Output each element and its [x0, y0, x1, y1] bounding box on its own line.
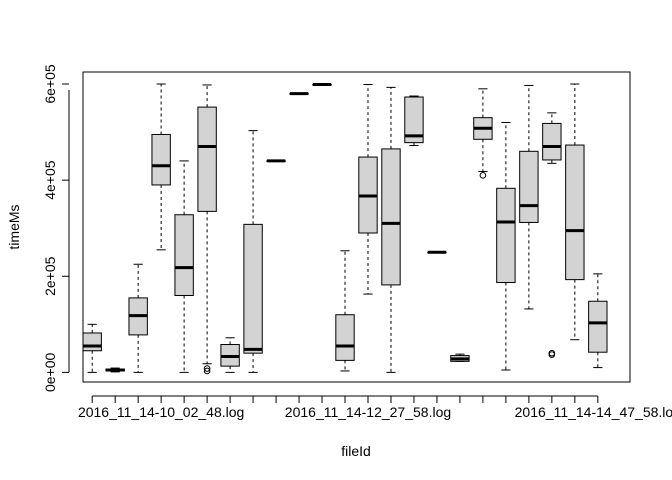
box-3 [128, 263, 148, 373]
box-2 [105, 367, 125, 373]
box-iqr [404, 96, 424, 144]
box-8 [243, 130, 263, 373]
x-axis-label: fileId [341, 443, 371, 459]
x-tick-label: 2016_11_14-14_47_58.log [515, 404, 672, 420]
box-15 [404, 95, 424, 147]
box-23 [588, 273, 608, 369]
box-12 [335, 250, 355, 372]
box-21 [542, 112, 562, 358]
y-tick-label: 6e+05 [42, 64, 58, 104]
outlier-point [479, 172, 487, 179]
outlier-point [203, 365, 211, 372]
box-20 [519, 84, 539, 310]
box-iqr [197, 106, 217, 212]
y-axis: 0e+00 2e+05 4e+05 6e+05 [42, 64, 70, 393]
plot-area [82, 82, 608, 375]
box-9 [266, 159, 286, 163]
box-1 [82, 323, 102, 373]
box-6 [197, 84, 217, 375]
y-tick-label: 4e+05 [42, 160, 58, 200]
box-iqr [496, 187, 516, 284]
box-14 [381, 86, 401, 373]
box-iqr [82, 332, 102, 352]
x-axis: 2016_11_14-10_02_48.log 2016_11_14-12_27_… [78, 395, 672, 420]
outlier-point [203, 367, 211, 375]
box-5 [174, 160, 194, 373]
box-iqr [519, 150, 539, 223]
box-iqr [243, 223, 263, 354]
plot-frame [82, 71, 631, 383]
box-iqr [565, 144, 585, 281]
box-17 [450, 353, 470, 362]
y-tick-label: 0e+00 [42, 353, 58, 393]
box-iqr [151, 133, 171, 186]
box-19 [496, 121, 516, 371]
box-iqr [174, 214, 194, 296]
box-11 [312, 82, 332, 86]
box-16 [427, 250, 447, 254]
box-18 [473, 88, 493, 179]
box-4 [151, 83, 171, 251]
y-tick-label: 2e+05 [42, 256, 58, 296]
box-7 [220, 337, 240, 373]
box-iqr [588, 300, 608, 353]
outlier-point [548, 349, 556, 357]
box-10 [289, 92, 309, 96]
y-axis-label: timeMs [6, 204, 22, 249]
box-iqr [335, 314, 355, 361]
x-tick-label: 2016_11_14-12_27_58.log [285, 404, 451, 420]
box-iqr [381, 148, 401, 286]
x-tick-label: 2016_11_14-10_02_48.log [78, 404, 244, 420]
box-22 [565, 83, 585, 341]
box-iqr [542, 122, 562, 161]
box-13 [358, 83, 378, 295]
